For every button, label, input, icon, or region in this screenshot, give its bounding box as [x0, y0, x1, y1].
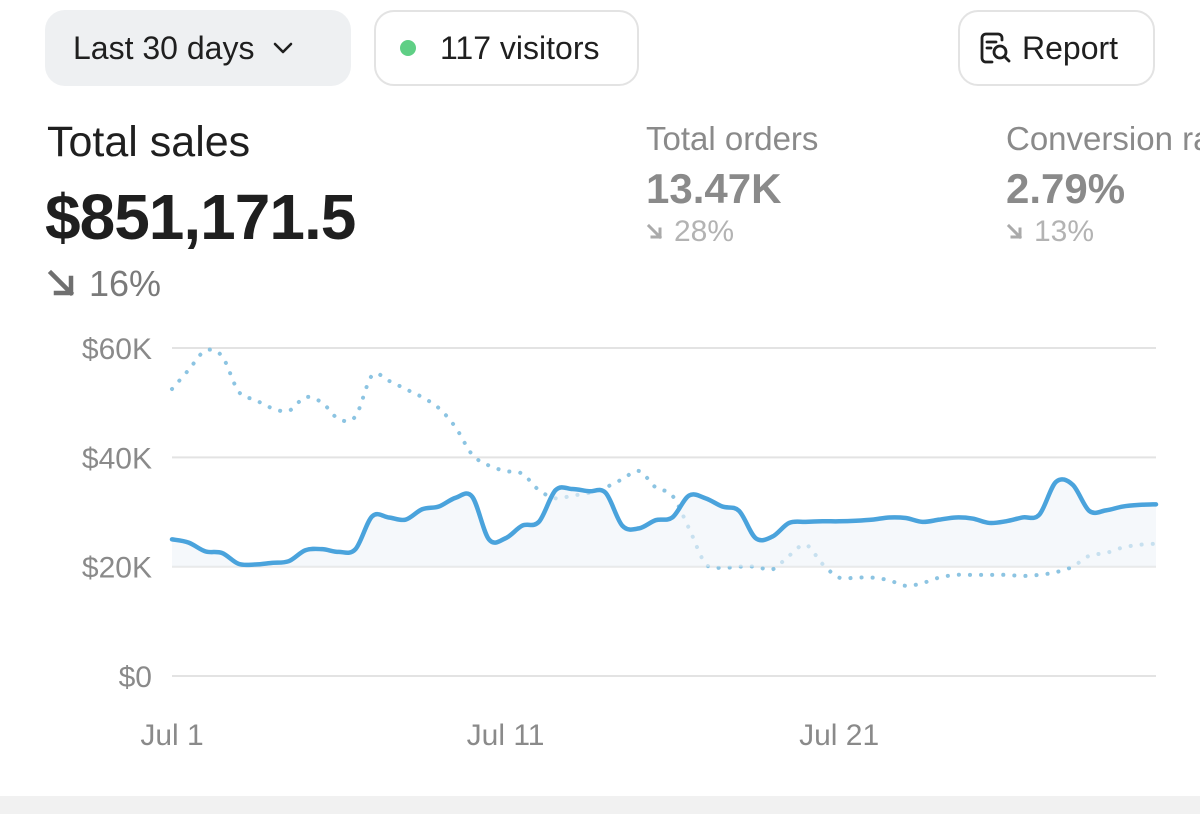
report-label: Report: [1022, 29, 1119, 66]
current-period-area: [172, 479, 1156, 567]
live-visitors-button[interactable]: 117 visitors: [374, 10, 639, 86]
total-orders-change-value: 28%: [674, 215, 735, 248]
live-status-dot: [400, 40, 416, 56]
x-tick-label: Jul 11: [467, 719, 545, 752]
y-tick-label: $20K: [82, 552, 152, 585]
conversion-rate-change-value: 13%: [1034, 215, 1095, 248]
total-orders-value: 13.47K: [646, 165, 782, 212]
report-search-icon: [978, 31, 1012, 65]
previous-period-line: [170, 347, 1158, 588]
total-orders-label: Total orders: [646, 120, 819, 157]
current-period-line: [169, 477, 1159, 568]
footer-bar: [0, 796, 1200, 814]
x-tick-label: Jul 1: [140, 719, 203, 752]
conversion-rate-change: 13%: [1006, 215, 1094, 249]
y-tick-label: $40K: [82, 442, 152, 475]
date-range-label: Last 30 days: [73, 29, 255, 66]
total-sales-change-value: 16%: [89, 263, 162, 304]
y-tick-label: $60K: [82, 333, 152, 366]
conversion-rate-label: Conversion rate: [1006, 120, 1200, 157]
x-tick-label: Jul 21: [799, 719, 879, 752]
total-orders-change: 28%: [646, 215, 734, 249]
total-sales-label: Total sales: [47, 118, 251, 166]
arrow-down-right-icon: [1006, 223, 1023, 240]
total-sales-change: 16%: [47, 263, 161, 305]
sales-chart[interactable]: $0 $20K $40K $60K Jul 1 Jul 11 Jul 21: [0, 320, 1200, 760]
visitors-count-label: 117 visitors: [440, 29, 600, 66]
chevron-down-icon: [272, 41, 294, 55]
date-range-dropdown[interactable]: Last 30 days: [45, 10, 351, 86]
arrow-down-right-icon: [47, 269, 75, 297]
conversion-rate-value: 2.79%: [1006, 165, 1126, 212]
total-sales-value: $851,171.5: [45, 181, 356, 253]
arrow-down-right-icon: [646, 223, 663, 240]
report-button[interactable]: Report: [958, 10, 1155, 86]
y-tick-label: $0: [119, 661, 152, 694]
